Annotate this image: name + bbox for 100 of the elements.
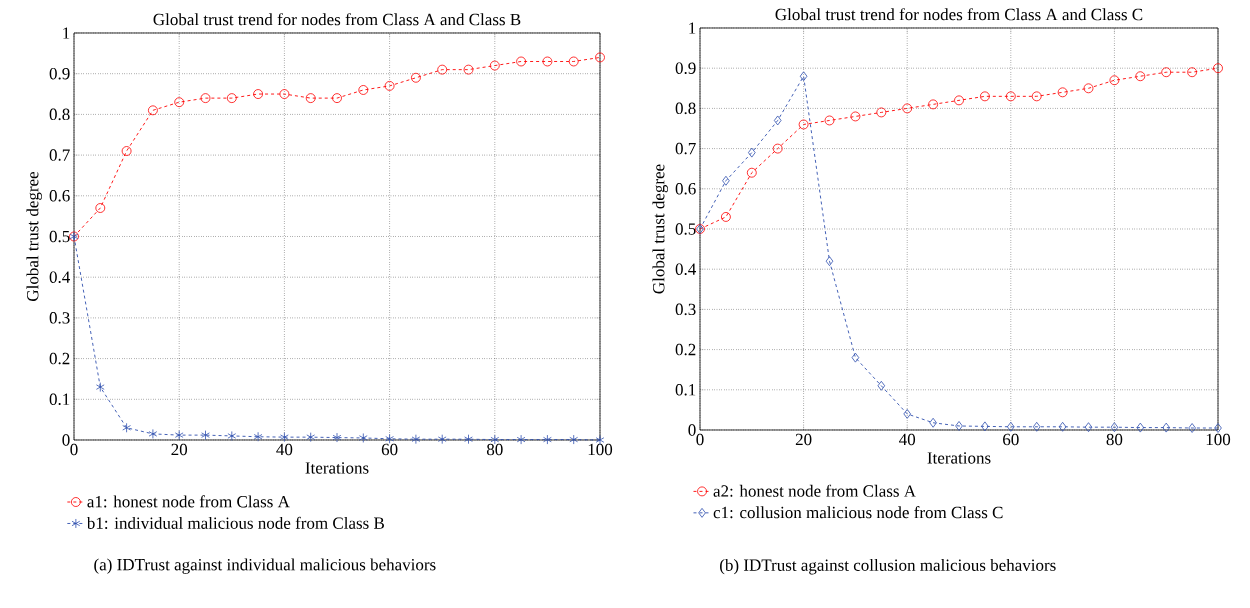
- point: [981, 421, 989, 432]
- legend-label: b1: individual malicious node from Class B: [86, 516, 384, 529]
- point: [95, 203, 106, 213]
- point: [279, 89, 290, 99]
- legend-label: a2: honest node from Class A: [713, 484, 916, 497]
- point: [825, 256, 834, 267]
- y-tick-label: 0.8: [675, 102, 696, 115]
- y-axis-title: Global trust degree: [26, 171, 42, 301]
- point: [463, 64, 474, 75]
- x-tick-label: 40: [276, 443, 293, 456]
- y-tick-label: 0.6: [675, 183, 696, 195]
- point: [928, 99, 939, 110]
- point: [411, 434, 421, 445]
- point: [543, 434, 552, 445]
- y-tick-label: 0.5: [49, 230, 70, 243]
- point: [306, 432, 315, 443]
- point: [1032, 421, 1041, 432]
- y-tick-label: 0.2: [675, 343, 696, 356]
- x-tick-label: 80: [1106, 433, 1123, 446]
- point: [595, 52, 605, 63]
- x-tick-label: 80: [486, 443, 503, 456]
- x-axis-title: Iterations: [305, 462, 369, 474]
- x-tick-label: 20: [795, 433, 812, 446]
- legend-label: c1: collusion malicious node from Class C: [713, 506, 1003, 519]
- point: [929, 417, 937, 428]
- x-tick-label: 40: [899, 433, 916, 446]
- point: [746, 167, 757, 178]
- y-tick-label: 0.5: [675, 223, 696, 235]
- point: [201, 430, 210, 441]
- y-tick-label: 0.7: [49, 149, 70, 161]
- point: [1110, 422, 1119, 433]
- point: [772, 143, 783, 154]
- point: [721, 212, 731, 222]
- point: [569, 434, 578, 445]
- point: [798, 119, 809, 130]
- y-tick-label: 0.4: [49, 271, 70, 283]
- point: [1214, 423, 1222, 433]
- point: [359, 433, 368, 443]
- y-tick-label: 1: [63, 27, 70, 39]
- point: [850, 111, 861, 122]
- point: [1083, 83, 1094, 94]
- point: [1136, 422, 1145, 433]
- point: [542, 56, 553, 67]
- point: [1057, 87, 1068, 98]
- point: [226, 93, 237, 104]
- point: [876, 107, 887, 118]
- point: [1058, 421, 1067, 432]
- text: (a) IDTrust against individual malicious behaviors: [94, 558, 436, 574]
- point: [122, 422, 131, 433]
- point: [253, 431, 263, 442]
- x-tick-label: 20: [171, 443, 188, 456]
- chart-title: Global trust trend for nodes from Class A and Class C: [775, 8, 1143, 21]
- y-axis-title: Global trust degree: [652, 164, 668, 294]
- point: [568, 56, 579, 67]
- point: [748, 147, 756, 158]
- y-tick-label: 0.3: [675, 303, 696, 316]
- y-tick-label: 1: [689, 22, 696, 34]
- x-tick-label: 60: [381, 443, 398, 456]
- point: [954, 95, 964, 106]
- point: [851, 352, 860, 363]
- point: [358, 85, 369, 95]
- point: [437, 434, 447, 445]
- point: [516, 434, 526, 445]
- y-tick-label: 0.9: [675, 62, 696, 74]
- point: [1188, 423, 1196, 433]
- point: [1084, 422, 1093, 433]
- point: [332, 93, 342, 104]
- point: [1007, 421, 1015, 432]
- point: [305, 93, 316, 104]
- x-tick-label: 100: [1206, 433, 1231, 446]
- point: [253, 89, 263, 99]
- point: [902, 103, 913, 114]
- point: [1031, 91, 1042, 102]
- point: [1005, 91, 1016, 102]
- point: [489, 60, 500, 71]
- y-tick-label: 0.3: [49, 312, 70, 324]
- point: [148, 105, 158, 116]
- point: [385, 433, 394, 444]
- x-axis-title: Iterations: [927, 452, 991, 464]
- y-tick-label: 0.2: [49, 352, 70, 365]
- text: (b) IDTrust against collusion malicious behaviors: [720, 558, 1056, 575]
- y-tick-label: 0.4: [675, 263, 697, 275]
- point: [437, 64, 448, 75]
- point: [96, 382, 105, 392]
- point: [1187, 67, 1198, 78]
- x-tick-label: 60: [1003, 433, 1019, 446]
- point: [464, 434, 473, 445]
- point: [1213, 63, 1223, 74]
- point: [980, 91, 990, 102]
- point: [227, 431, 237, 441]
- legend-label: a1: honest node from Class A: [87, 495, 290, 508]
- x-tick-label: 0: [70, 443, 78, 456]
- point: [722, 175, 730, 186]
- point: [1161, 67, 1172, 78]
- x-tick-label: 100: [588, 443, 613, 456]
- y-tick-label: 0.1: [49, 393, 70, 406]
- y-tick-label: 0.9: [49, 67, 70, 80]
- point: [516, 56, 526, 67]
- point: [174, 430, 184, 441]
- point: [1135, 71, 1146, 82]
